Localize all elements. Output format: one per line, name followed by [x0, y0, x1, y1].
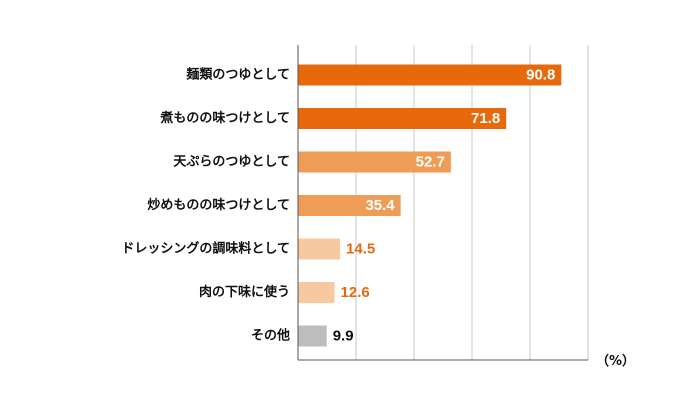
category-label: 煮ものの味つけとして [159, 110, 290, 126]
bar [298, 238, 341, 260]
unit-label: （%） [596, 353, 635, 369]
bar [298, 325, 327, 347]
bar [298, 108, 507, 129]
value-label: 9.9 [333, 328, 354, 345]
bars [298, 64, 562, 347]
category-label: 炒めものの味つけとして [147, 197, 290, 213]
value-label: 52.7 [416, 154, 445, 171]
category-label: ドレッシングの調味料として [121, 241, 290, 257]
value-label: 90.8 [526, 67, 555, 84]
category-label: その他 [251, 328, 290, 344]
grid-lines [355, 45, 589, 360]
category-label: 天ぷらのつゆとして [173, 155, 290, 170]
category-label: 肉の下味に使う [199, 284, 290, 300]
value-labels: 90.8 71.8 52.7 35.4 14.5 12.6 9.9 [333, 67, 556, 345]
bar [298, 282, 335, 303]
value-label: 71.8 [471, 110, 500, 127]
value-label: 14.5 [346, 241, 375, 258]
bar [298, 64, 562, 86]
bar [298, 151, 451, 173]
category-label: 麺類のつゆとして [185, 67, 290, 83]
category-labels: 麺類のつゆとして煮ものの味つけとして天ぷらのつゆとして炒めものの味つけとしてドレ… [121, 67, 290, 344]
value-label: 35.4 [365, 197, 395, 214]
bar [298, 195, 401, 216]
value-label: 12.6 [341, 284, 370, 301]
